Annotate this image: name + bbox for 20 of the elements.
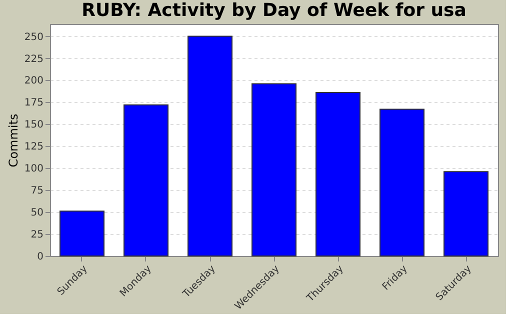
y-tick-label: 25 [30,230,44,241]
bar [316,92,360,256]
y-tick-label: 150 [24,120,44,131]
bar [252,83,296,256]
y-axis-title: Commits [6,114,20,168]
y-tick-label: 125 [24,142,44,153]
bar [124,104,168,256]
y-tick-label: 100 [24,164,44,175]
bar [380,108,424,256]
y-tick-label: 175 [24,98,44,109]
bar [60,210,104,256]
y-tick-label: 225 [24,54,44,65]
y-tick-label: 0 [37,252,44,262]
chart-title: RUBY: Activity by Day of Week for usa [82,0,466,21]
y-tick-label: 200 [24,76,44,87]
bar [188,36,232,256]
y-tick-label: 50 [30,208,44,219]
y-tick-label: 75 [30,186,44,197]
y-tick-label: 250 [24,32,44,43]
bar [444,171,488,256]
